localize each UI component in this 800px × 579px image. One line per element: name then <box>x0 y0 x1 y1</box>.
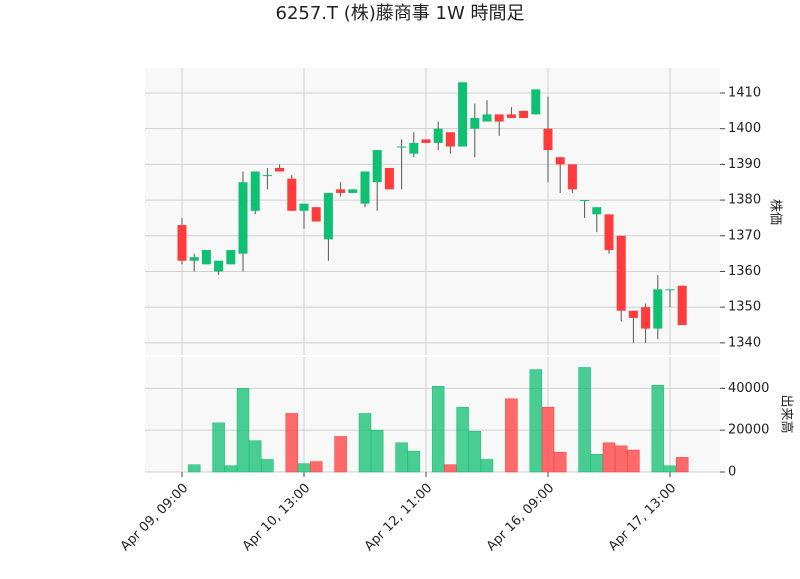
volume-bar <box>627 449 640 473</box>
volume-bar <box>431 386 445 473</box>
candle-body <box>543 128 553 151</box>
volume-bar <box>663 465 677 473</box>
candle-body <box>445 132 455 147</box>
x-tick-label: Apr 10, 13:00 <box>240 481 313 554</box>
candle-body <box>275 167 285 172</box>
candle-body <box>238 182 248 254</box>
candle-body <box>592 207 602 215</box>
candle-body <box>262 175 272 177</box>
volume-bar <box>224 465 238 473</box>
candle-body <box>189 257 199 261</box>
volume-bar <box>358 413 372 473</box>
volume-bar <box>236 388 250 473</box>
chart-title: 6257.T (株)藤商事 1W 時間足 <box>276 3 525 24</box>
candle-body <box>287 178 297 211</box>
candle-body <box>348 189 358 193</box>
y2-tick-label: 40000 <box>728 381 769 396</box>
candle-body <box>360 171 370 204</box>
candle-body <box>494 114 504 122</box>
candle-body <box>506 114 516 118</box>
candle-body <box>299 203 309 211</box>
y2-axis-label: 出来高 <box>779 394 795 433</box>
volume-bar <box>505 398 518 473</box>
candle-body <box>458 82 468 147</box>
candle-body <box>177 225 187 261</box>
candle-body <box>214 260 224 272</box>
candle-body <box>555 157 565 165</box>
candle-body <box>433 128 443 143</box>
candle-body <box>409 142 419 154</box>
x-tick-label: Apr 17, 13:00 <box>606 481 679 554</box>
y2-tick-label: 0 <box>728 465 736 480</box>
candle-body <box>628 310 638 318</box>
candle-body <box>677 285 687 326</box>
candle-body <box>384 167 394 190</box>
candle-body <box>372 150 382 183</box>
candle-body <box>470 117 480 129</box>
volume-bar <box>370 429 384 473</box>
volume-bar <box>675 457 689 473</box>
volume-bar <box>456 406 469 473</box>
candle-body <box>567 164 577 190</box>
candle-body <box>482 114 492 122</box>
y-axis-label: 株価 <box>768 199 783 225</box>
candle-body <box>665 289 675 291</box>
candle-body <box>336 189 346 193</box>
y-tick-label: 1410 <box>728 85 761 100</box>
volume-bar <box>468 430 482 473</box>
volume-bar <box>297 463 311 473</box>
volume-bar <box>529 369 543 473</box>
y-tick-label: 1360 <box>728 264 761 279</box>
volume-bar <box>614 445 628 473</box>
candle-body <box>311 207 321 222</box>
volume-bar <box>187 464 201 473</box>
candle-body <box>580 200 590 202</box>
y-tick-label: 1350 <box>728 300 761 315</box>
x-tick-label: Apr 09, 09:00 <box>118 481 191 554</box>
y-tick-label: 1400 <box>728 121 761 136</box>
volume-bar <box>261 459 274 473</box>
candle-body <box>397 146 407 148</box>
volume-bar <box>480 459 494 473</box>
candle-body <box>641 307 651 329</box>
volume-bar <box>578 367 591 473</box>
y-tick-label: 1370 <box>728 228 761 243</box>
candle-body <box>421 139 431 143</box>
x-tick-label: Apr 16, 09:00 <box>484 481 557 554</box>
volume-bar <box>212 422 225 473</box>
volume-bar <box>309 461 323 473</box>
volume-bar <box>248 440 262 473</box>
candle-body <box>201 250 211 265</box>
candle-body <box>226 250 236 265</box>
candle-body <box>531 89 541 115</box>
y-tick-label: 1340 <box>728 335 761 350</box>
candle-body <box>519 110 529 118</box>
y2-tick-label: 20000 <box>728 423 769 438</box>
volume-bar <box>590 453 604 473</box>
volume-bar <box>444 464 457 473</box>
y-tick-label: 1380 <box>728 193 761 208</box>
y-tick-label: 1390 <box>728 157 761 172</box>
candle-body <box>653 289 663 329</box>
volume-bar <box>334 436 347 473</box>
candle-body <box>616 235 626 311</box>
volume-bar <box>541 406 555 473</box>
volume-bar <box>285 413 299 473</box>
volume-bar <box>602 442 616 473</box>
x-tick-label: Apr 12, 11:00 <box>362 481 435 554</box>
candle-body <box>604 214 614 251</box>
candle-body <box>250 171 260 211</box>
volume-bar <box>651 384 665 473</box>
volume-bar <box>407 450 421 473</box>
volume-bar <box>395 442 408 473</box>
volume-bar <box>553 451 567 473</box>
candle-body <box>323 192 333 240</box>
